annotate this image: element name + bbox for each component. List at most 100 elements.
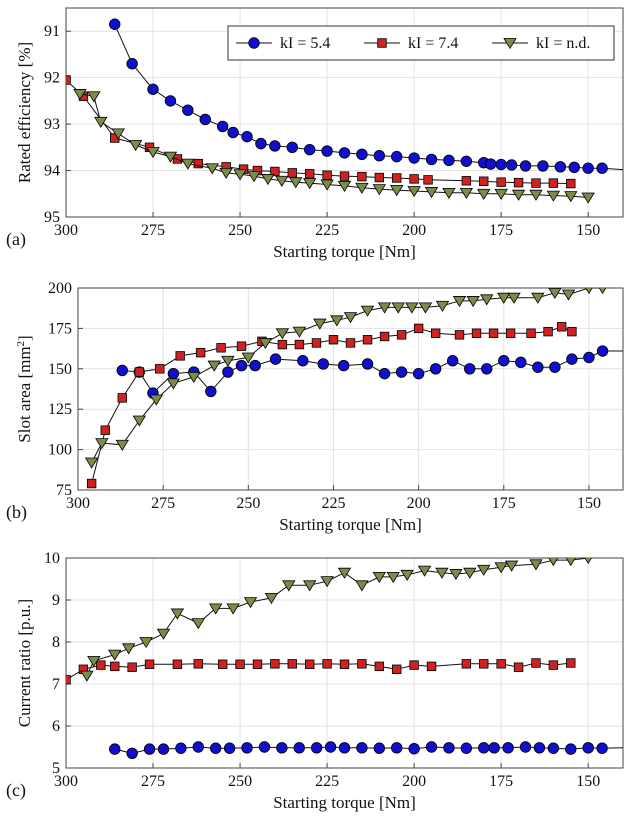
data-point <box>287 168 297 178</box>
data-point <box>412 367 425 380</box>
data-point <box>461 176 472 186</box>
data-point <box>413 323 424 334</box>
data-point <box>372 184 387 196</box>
series-line <box>66 79 571 185</box>
data-point <box>205 385 217 398</box>
data-point <box>205 163 219 175</box>
data-point <box>391 150 403 163</box>
data-point <box>126 747 138 760</box>
data-point <box>223 742 236 754</box>
data-point <box>208 603 223 615</box>
data-point <box>357 171 367 182</box>
data-point <box>531 292 545 304</box>
data-point <box>127 662 137 672</box>
data-point <box>166 378 181 390</box>
data-point <box>567 326 577 337</box>
series-2 <box>66 658 576 685</box>
data-point <box>317 358 329 370</box>
x-tick-label: 200 <box>407 495 431 512</box>
data-point <box>80 670 94 682</box>
data-point <box>443 154 455 167</box>
data-point <box>423 175 433 185</box>
data-point <box>222 366 234 378</box>
data-point <box>146 147 160 159</box>
data-point <box>167 367 180 380</box>
data-point <box>430 328 441 338</box>
x-tick-label: 300 <box>66 495 90 512</box>
y-axis-label-sup: 2 <box>15 341 27 347</box>
data-point <box>496 659 506 669</box>
data-point <box>207 360 221 372</box>
data-point <box>227 126 239 139</box>
x-tick-label: 150 <box>576 773 600 790</box>
data-point <box>322 659 332 669</box>
data-point <box>149 394 164 406</box>
data-point <box>209 742 222 754</box>
data-point <box>126 58 138 70</box>
series-1 <box>109 741 623 760</box>
data-point <box>143 743 156 755</box>
data-point <box>533 742 546 754</box>
data-point <box>496 177 506 187</box>
data-point <box>217 659 228 669</box>
data-point <box>464 363 476 375</box>
series-line <box>91 326 573 484</box>
data-point <box>249 359 261 372</box>
panel-label: (a) <box>6 229 26 250</box>
data-point <box>66 75 71 85</box>
data-point <box>195 347 206 358</box>
data-point <box>442 187 456 200</box>
data-point <box>297 355 309 367</box>
y-axis-label: Slot area [mm2] <box>15 335 34 442</box>
y-axis-label: Rated efficiency [%] <box>15 42 34 183</box>
data-point <box>408 152 420 164</box>
legend-label: kI = n.d. <box>536 35 590 52</box>
data-point <box>566 658 576 668</box>
data-point <box>328 335 339 345</box>
data-point <box>396 330 407 340</box>
data-point <box>255 137 267 150</box>
data-point <box>289 177 303 189</box>
data-point <box>139 637 153 649</box>
data-point <box>313 318 327 330</box>
data-point <box>548 178 559 188</box>
data-point <box>175 742 187 754</box>
data-point <box>507 292 521 304</box>
data-point <box>488 328 499 338</box>
data-point <box>182 104 194 116</box>
data-point <box>338 147 351 159</box>
data-point <box>276 742 288 754</box>
data-point <box>548 660 559 670</box>
data-point <box>596 345 609 357</box>
data-point <box>339 171 350 181</box>
data-point <box>392 173 402 183</box>
data-point <box>479 176 489 186</box>
x-tick-label: 150 <box>576 222 600 239</box>
data-point <box>187 371 201 384</box>
panel-label: (b) <box>6 502 27 523</box>
data-point <box>596 162 608 174</box>
y-tick-label: 6 <box>52 718 60 735</box>
data-point <box>66 675 71 685</box>
data-point <box>356 148 368 161</box>
data-point <box>459 187 474 200</box>
data-point <box>435 300 450 312</box>
chart-panel-3: 300 275 250 225 200 175 150 5 6 7 8 9 10 (c) Starting … <box>6 550 624 812</box>
data-point <box>566 178 576 189</box>
x-tick-label: 175 <box>492 495 516 512</box>
data-point <box>294 339 305 350</box>
data-point <box>568 161 580 174</box>
data-point <box>144 659 155 669</box>
data-point <box>477 188 491 200</box>
data-point <box>460 742 473 754</box>
data-point <box>435 567 449 579</box>
data-point <box>497 292 511 304</box>
data-point <box>566 353 578 365</box>
data-point <box>241 742 253 754</box>
data-point <box>269 140 281 152</box>
data-point <box>449 569 463 581</box>
data-point <box>73 89 87 101</box>
data-point <box>379 331 390 342</box>
x-tick-label: 250 <box>228 773 252 790</box>
